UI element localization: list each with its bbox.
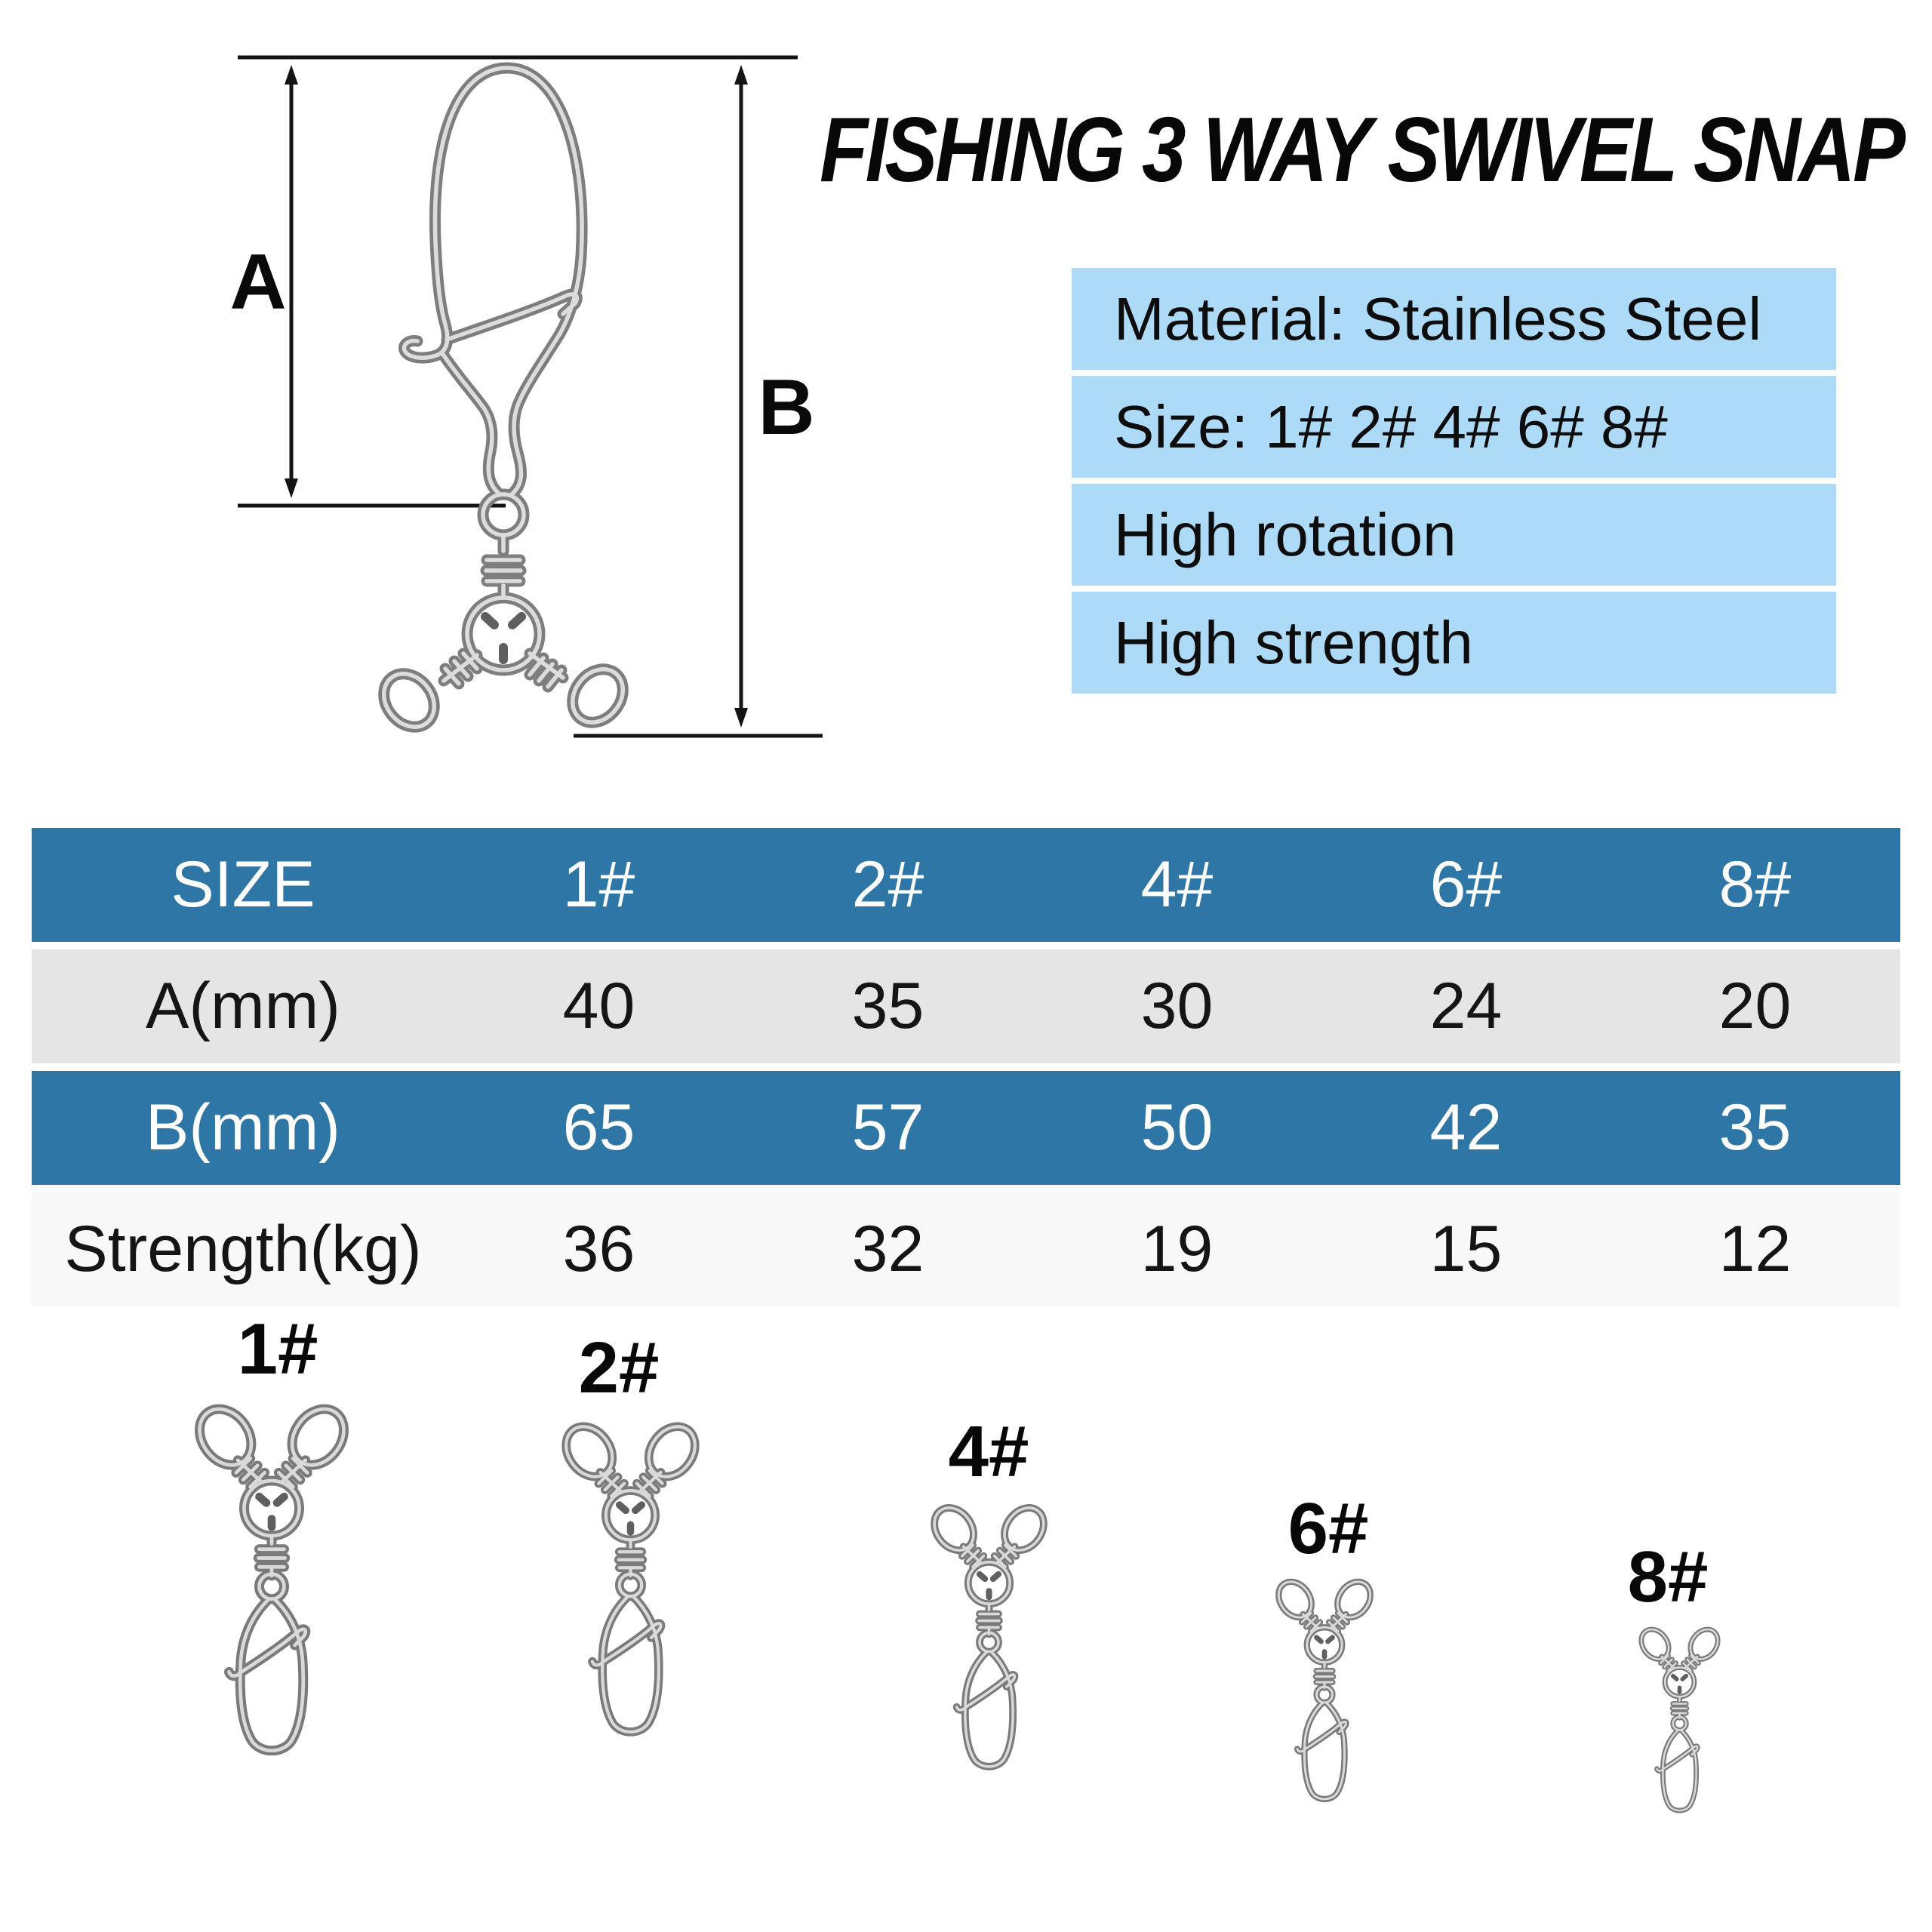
table-cell: 36	[562, 1213, 635, 1285]
table-cell: 32	[851, 1213, 924, 1285]
info-row-strength: High strength	[1072, 592, 1836, 694]
table-header-row: SIZE 1# 2# 4# 6# 8#	[32, 828, 1900, 942]
dimension-lines	[238, 55, 823, 738]
dimension-label-b: B	[758, 364, 815, 451]
table-row-label: A(mm)	[146, 970, 340, 1042]
info-row-material: Material: Stainless Steel	[1072, 268, 1836, 370]
swivel-snap-illustration	[374, 68, 633, 737]
product-size-label: 8#	[1627, 1537, 1709, 1617]
table-header-cell: SIZE	[171, 848, 315, 921]
product-size-label: 1#	[237, 1309, 318, 1389]
swivel-snap-photo-4	[921, 1498, 1057, 1875]
table-cell: 30	[1140, 970, 1214, 1042]
table-cell: 20	[1718, 970, 1792, 1042]
swivel-snap-photo-6	[1268, 1574, 1381, 1890]
info-row-rotation: High rotation	[1072, 484, 1836, 586]
table-cell: 24	[1429, 970, 1503, 1042]
table-row-a-mm: A(mm) 40 35 30 24 20	[32, 949, 1900, 1063]
table-row-strength-kg: Strength(kg) 36 32 19 15 12	[32, 1192, 1900, 1306]
spec-table: SIZE 1# 2# 4# 6# 8# A(mm) 40 35 30 24 20…	[32, 828, 1900, 1314]
product-info-box: Material: Stainless Steel Size: 1# 2# 4#…	[1072, 268, 1836, 700]
swivel-snap-photo-1	[183, 1396, 361, 1894]
info-row-size: Size: 1# 2# 4# 6# 8#	[1072, 376, 1836, 478]
table-header-cell: 4#	[1140, 848, 1214, 921]
product-size-label: 6#	[1287, 1488, 1369, 1569]
table-row-label: B(mm)	[146, 1091, 340, 1164]
table-header-cell: 1#	[562, 848, 635, 921]
table-cell: 35	[1718, 1091, 1792, 1164]
table-row-label: Strength(kg)	[64, 1213, 422, 1285]
table-cell: 57	[851, 1091, 924, 1164]
swivel-snap-photo-2	[551, 1415, 710, 1860]
product-size-label: 4#	[948, 1411, 1029, 1492]
table-cell: 12	[1718, 1213, 1792, 1285]
table-cell: 35	[851, 970, 924, 1042]
product-size-label: 2#	[578, 1327, 660, 1408]
table-cell: 65	[562, 1091, 635, 1164]
dimension-label-a: A	[229, 238, 287, 326]
table-header-cell: 2#	[851, 848, 924, 921]
table-cell: 19	[1140, 1213, 1214, 1285]
swivel-snap-photo-8	[1632, 1623, 1727, 1887]
page-title: FISHING 3 WAY SWIVEL SNAP	[820, 98, 1906, 201]
table-cell: 42	[1429, 1091, 1503, 1164]
table-cell: 15	[1429, 1213, 1503, 1285]
table-cell: 40	[562, 970, 635, 1042]
table-row-b-mm: B(mm) 65 57 50 42 35	[32, 1071, 1900, 1185]
table-header-cell: 6#	[1429, 848, 1503, 921]
swivel-snap-dimension-diagram	[238, 55, 823, 823]
table-cell: 50	[1140, 1091, 1214, 1164]
table-header-cell: 8#	[1718, 848, 1792, 921]
